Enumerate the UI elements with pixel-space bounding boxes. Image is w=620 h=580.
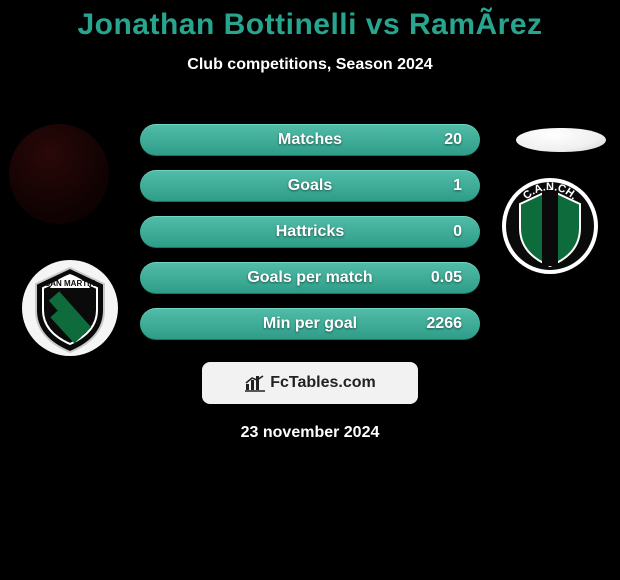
player-avatar-right: [516, 128, 606, 152]
stat-value-right: 0: [453, 223, 462, 241]
club-shield-right: C.A.N.CH.: [500, 176, 600, 276]
club-shield-left: SAN MARTIN: [20, 258, 120, 358]
bar-chart-icon: [244, 374, 266, 392]
stat-value-right: 1: [453, 177, 462, 195]
svg-text:SAN MARTIN: SAN MARTIN: [45, 279, 95, 288]
stat-label: Matches: [278, 131, 342, 149]
date-label: 23 november 2024: [0, 424, 620, 442]
stat-row: Goals per match 0.05: [140, 262, 480, 294]
stat-value-right: 20: [444, 131, 462, 149]
stat-label: Min per goal: [263, 315, 357, 333]
comparison-card: Jonathan Bottinelli vs RamÃrez Club comp…: [0, 0, 620, 442]
brand-label: FcTables.com: [270, 374, 376, 392]
stat-value-right: 0.05: [431, 269, 462, 287]
player-avatar-left: [9, 124, 109, 224]
page-subtitle: Club competitions, Season 2024: [0, 56, 620, 74]
brand-box: FcTables.com: [202, 362, 418, 404]
shield-left-icon: SAN MARTIN: [20, 258, 120, 358]
page-title: Jonathan Bottinelli vs RamÃrez: [0, 8, 620, 42]
stat-row: Min per goal 2266: [140, 308, 480, 340]
stat-label: Goals per match: [247, 269, 372, 287]
stats-list: Matches 20 Goals 1 Hattricks 0 Goals per…: [140, 124, 480, 354]
main-area: SAN MARTIN C.A.N.CH. Matches: [0, 102, 620, 362]
stat-value-right: 2266: [426, 315, 462, 333]
stat-label: Hattricks: [276, 223, 344, 241]
stat-label: Goals: [288, 177, 332, 195]
stat-row: Goals 1: [140, 170, 480, 202]
shield-right-icon: C.A.N.CH.: [500, 176, 600, 276]
stat-row: Matches 20: [140, 124, 480, 156]
stat-row: Hattricks 0: [140, 216, 480, 248]
